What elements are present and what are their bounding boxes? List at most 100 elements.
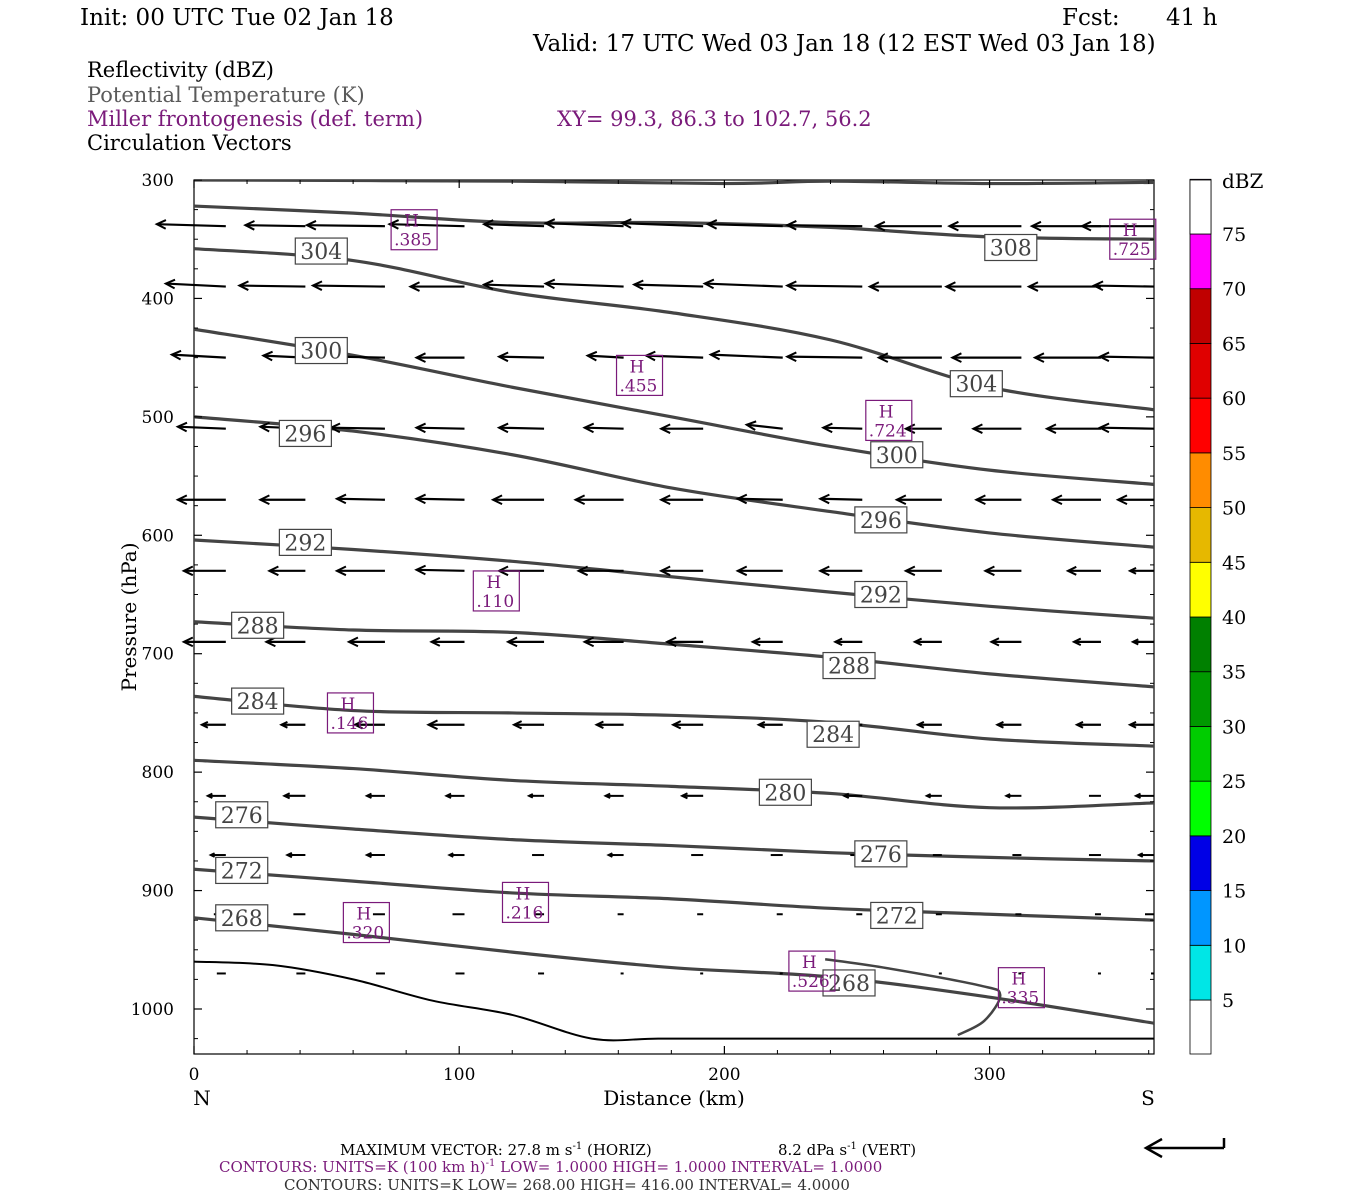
theta-label: 304 xyxy=(949,370,1003,398)
fronto-max-label: H xyxy=(486,573,501,593)
colorbar-segment xyxy=(1189,890,1212,946)
colorbar-segment xyxy=(1189,616,1212,673)
theta-contour-268 xyxy=(194,916,1154,1025)
fronto-max-value: .385 xyxy=(394,231,432,251)
vector-arrow xyxy=(950,352,1022,363)
vector-arrow xyxy=(481,279,545,291)
vector-arrow xyxy=(1127,566,1154,575)
fronto-max: H.146 xyxy=(326,692,375,734)
colorbar-level: 30 xyxy=(1222,716,1246,738)
vector-arrow xyxy=(841,792,863,799)
vector-arrow xyxy=(876,352,942,363)
fronto-max-label: H xyxy=(1011,970,1026,990)
fronto-max-label: H xyxy=(515,884,530,904)
vector-arrow xyxy=(971,423,1022,434)
field-potential-temperature: Potential Temperature (K) xyxy=(87,83,365,107)
theta-contour-292 xyxy=(194,538,1154,620)
theta-contour-304 xyxy=(194,247,1154,412)
colorbar-segment xyxy=(1189,835,1212,891)
vector-arrow xyxy=(820,422,863,434)
footer-contours-fronto: CONTOURS: UNITS=K (100 km h)-1 LOW= 1.00… xyxy=(219,1158,882,1176)
forecast-hour: 41 h xyxy=(1166,5,1218,31)
vector-arrow xyxy=(735,493,783,505)
vector-arrow xyxy=(181,636,226,648)
theta-label: 276 xyxy=(854,840,908,868)
vector-arrow xyxy=(175,421,226,433)
vector-arrow xyxy=(387,219,465,230)
vector-arrow xyxy=(735,565,783,577)
vector-arrow xyxy=(543,218,624,229)
theta-label: 268 xyxy=(822,969,876,997)
fronto-max-value: .146 xyxy=(330,714,368,734)
fronto-max-label: H xyxy=(356,905,371,925)
colorbar-segment xyxy=(1189,179,1212,235)
fronto-max-label: H xyxy=(340,695,355,715)
north-label: N xyxy=(193,1086,211,1110)
y-tick-label: 600 xyxy=(142,526,174,546)
vector-arrow xyxy=(817,565,863,577)
fronto-max: H.335 xyxy=(997,967,1046,1009)
y-tick-label: 900 xyxy=(142,882,174,902)
theta-label-text: 284 xyxy=(812,723,854,748)
fronto-max: H.385 xyxy=(390,209,438,251)
vector-arrow xyxy=(205,792,226,799)
theta-label: 288 xyxy=(231,611,285,639)
vector-arrow xyxy=(334,493,385,505)
vector-arrow xyxy=(352,720,385,730)
theta-label: 276 xyxy=(215,801,269,829)
fronto-max-label: H xyxy=(879,402,894,422)
colorbar-segment xyxy=(1189,561,1212,618)
theta-label-text: 292 xyxy=(284,531,326,556)
colorbar-segment xyxy=(1189,397,1212,454)
vector-arrow xyxy=(364,851,385,859)
colorbar-segment xyxy=(1189,507,1212,563)
vector-arrow xyxy=(944,281,1022,292)
theta-label: 268 xyxy=(215,904,269,932)
colorbar-level: 5 xyxy=(1222,990,1234,1012)
vector-arrow xyxy=(705,219,783,230)
vector-arrow xyxy=(334,565,385,577)
theta-label-text: 300 xyxy=(876,444,918,469)
vector-arrow xyxy=(1032,352,1101,363)
vector-arrow xyxy=(1044,423,1101,434)
fronto-max-label: H xyxy=(630,357,645,377)
vector-arrow xyxy=(490,494,545,506)
vector-arrow xyxy=(619,218,704,229)
footer-max-vector-vert: 8.2 dPa s-1 (VERT) xyxy=(778,1141,916,1159)
colorbar-level: 35 xyxy=(1222,662,1246,684)
colorbar-segment xyxy=(1189,671,1212,727)
colorbar-level: 40 xyxy=(1222,607,1246,629)
theta-label: 284 xyxy=(231,687,285,715)
theta-contour-276 xyxy=(194,815,1154,863)
vector-arrow xyxy=(243,220,306,231)
vector-arrow xyxy=(346,636,385,648)
theta-label: 272 xyxy=(215,856,269,884)
fronto-max-value: .526 xyxy=(792,972,830,992)
vector-arrow xyxy=(481,219,545,230)
vector-arrow xyxy=(582,636,624,648)
vector-arrow xyxy=(447,852,465,858)
colorbar-level: 15 xyxy=(1222,881,1246,903)
plot-frame xyxy=(193,179,1155,1055)
colorbar-segment xyxy=(1189,452,1212,508)
y-axis-label: Pressure (hPa) xyxy=(117,543,141,692)
axes: 300 400 500 600 700 800 900 1000 0 100 200 300 xyxy=(131,171,1154,1085)
colorbar-level: 20 xyxy=(1222,826,1246,848)
vector-arrow xyxy=(1115,494,1154,506)
circulation-vectors xyxy=(154,218,1155,975)
theta-label-text: 300 xyxy=(300,340,342,365)
theta-contour-296 xyxy=(194,415,1154,549)
vector-arrow xyxy=(1097,422,1155,434)
vector-arrow xyxy=(1097,351,1155,363)
vector-arrow xyxy=(208,852,226,858)
vector-arrow xyxy=(181,565,226,577)
vector-arrow xyxy=(983,565,1022,577)
terrain-line xyxy=(193,960,1154,1042)
colorbar-segment xyxy=(1189,780,1212,837)
y-tick-label: 1000 xyxy=(131,1000,174,1020)
vector-arrow xyxy=(708,349,783,361)
colorbar-segment xyxy=(1189,726,1212,782)
colorbar-level: 55 xyxy=(1222,443,1246,465)
colorbar-segment xyxy=(1189,343,1212,399)
terrain xyxy=(193,958,1154,1042)
